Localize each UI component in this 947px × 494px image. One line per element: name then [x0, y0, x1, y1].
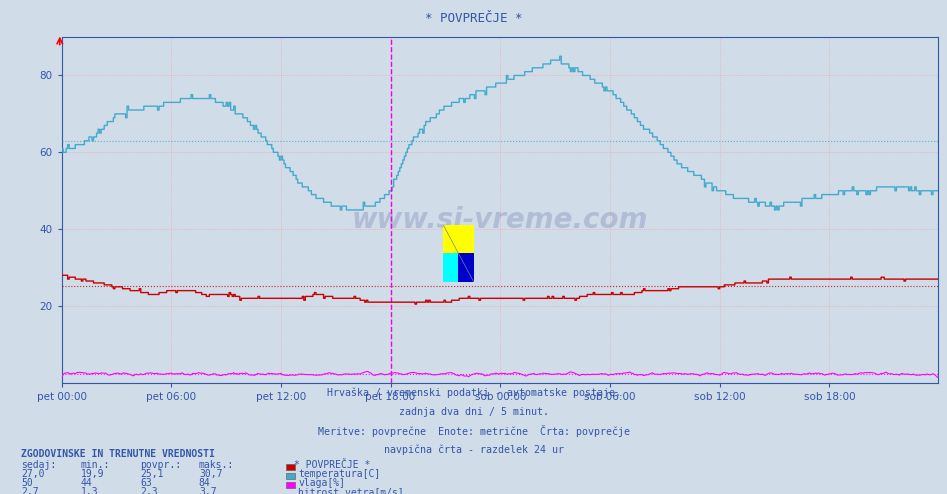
Text: maks.:: maks.: — [199, 460, 234, 470]
Text: 44: 44 — [80, 478, 92, 488]
Text: 1,3: 1,3 — [80, 487, 98, 494]
Text: 2,7: 2,7 — [21, 487, 39, 494]
Text: 30,7: 30,7 — [199, 469, 223, 479]
Text: 19,9: 19,9 — [80, 469, 104, 479]
Text: hitrost vetra[m/s]: hitrost vetra[m/s] — [298, 487, 404, 494]
Text: 2,3: 2,3 — [140, 487, 158, 494]
Text: temperatura[C]: temperatura[C] — [298, 469, 381, 479]
Text: navpična črta - razdelek 24 ur: navpična črta - razdelek 24 ur — [384, 444, 563, 454]
Text: 50: 50 — [21, 478, 32, 488]
Text: Hrvaška / vremenski podatki - avtomatske postaje.: Hrvaška / vremenski podatki - avtomatske… — [327, 388, 620, 398]
Text: 84: 84 — [199, 478, 210, 488]
Text: 25,1: 25,1 — [140, 469, 164, 479]
Text: sedaj:: sedaj: — [21, 460, 56, 470]
Text: min.:: min.: — [80, 460, 110, 470]
Text: * POVPREČJE *: * POVPREČJE * — [425, 12, 522, 25]
Text: Meritve: povprečne  Enote: metrične  Črta: povprečje: Meritve: povprečne Enote: metrične Črta:… — [317, 425, 630, 437]
Text: zadnja dva dni / 5 minut.: zadnja dva dni / 5 minut. — [399, 407, 548, 416]
Polygon shape — [443, 253, 458, 282]
Text: 27,0: 27,0 — [21, 469, 45, 479]
Text: 3,7: 3,7 — [199, 487, 217, 494]
Text: www.si-vreme.com: www.si-vreme.com — [351, 206, 648, 234]
Text: povpr.:: povpr.: — [140, 460, 181, 470]
Polygon shape — [458, 253, 474, 282]
Polygon shape — [443, 225, 474, 253]
Text: * POVPREČJE *: * POVPREČJE * — [294, 460, 370, 470]
Text: ZGODOVINSKE IN TRENUTNE VREDNOSTI: ZGODOVINSKE IN TRENUTNE VREDNOSTI — [21, 449, 215, 458]
Text: 63: 63 — [140, 478, 152, 488]
Text: vlaga[%]: vlaga[%] — [298, 478, 346, 488]
